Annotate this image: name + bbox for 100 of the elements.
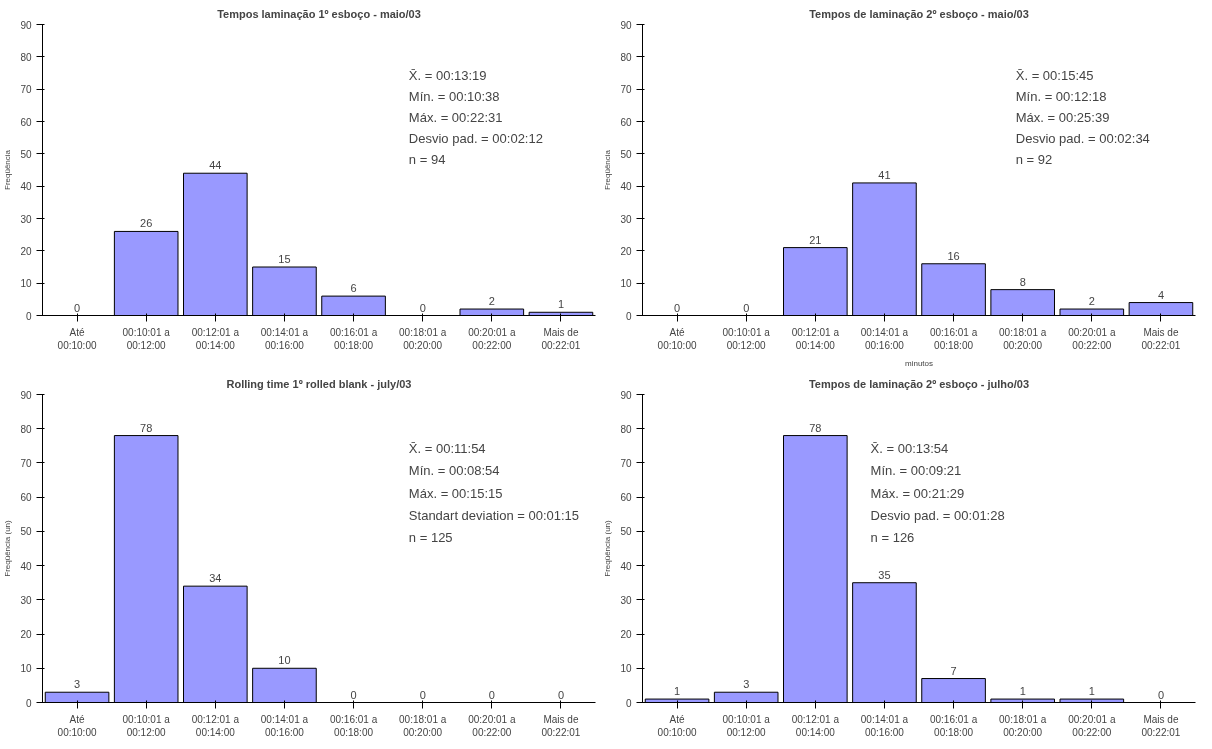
y-tick-label: 70 <box>20 457 32 469</box>
data-label: 0 <box>419 301 426 314</box>
x-tick-label: 00:18:01 a 00:20:00 <box>399 326 447 351</box>
data-label: 2 <box>1088 295 1095 308</box>
chart-title: Tempos de laminação 2º esboço - maio/03 <box>809 7 1029 20</box>
y-tick-label: 80 <box>620 51 632 63</box>
y-tick-label: 90 <box>20 389 32 401</box>
x-tick-label: Até 00:10:00 <box>657 713 697 738</box>
data-label: 0 <box>74 301 81 314</box>
annotation: X̄. = 00:13:54 <box>870 441 949 457</box>
x-tick-label: 00:16:01 a 00:18:00 <box>929 713 978 738</box>
data-label: 3 <box>74 678 81 691</box>
y-tick-label: 30 <box>20 213 32 225</box>
data-label: 1 <box>1019 685 1026 698</box>
x-tick-label: 00:16:01 a 00:18:00 <box>329 713 378 738</box>
data-label: 1 <box>557 298 564 311</box>
data-label: 0 <box>419 688 426 701</box>
x-tick-label: 00:20:01 a 00:22:00 <box>468 713 516 738</box>
annotation: X̄. = 00:15:45 <box>1015 67 1094 83</box>
y-tick-label: 0 <box>25 310 32 322</box>
annotation: X̄. = 00:11:54 <box>408 441 486 457</box>
x-tick-label: 00:14:01 a 00:16:00 <box>260 713 309 738</box>
annotation: Standart deviation = 00:01:15 <box>408 507 580 523</box>
annotation: n = 94 <box>408 151 446 167</box>
y-tick-label: 90 <box>620 389 632 401</box>
data-label: 0 <box>488 688 495 701</box>
x-tick-label: 00:10:01 a 00:12:00 <box>722 326 771 351</box>
y-axis-title: Freqüência (un) <box>603 519 613 577</box>
chart-title: Tempos de laminação 2º esboço - julho/03 <box>808 377 1030 390</box>
x-tick-label: Mais de 00:22:01 <box>541 326 581 351</box>
y-tick-label: 60 <box>620 492 632 504</box>
y-tick-label: 60 <box>20 116 32 128</box>
annotation: Desvio pad. = 00:02:12 <box>408 130 543 146</box>
y-tick-label: 20 <box>620 245 632 257</box>
y-tick-label: 60 <box>620 116 632 128</box>
annotation: Máx. = 00:25:39 <box>1015 109 1110 125</box>
data-label: 41 <box>878 168 891 181</box>
x-tick-label: Mais de 00:22:01 <box>1141 713 1181 738</box>
annotation: Mín. = 00:12:18 <box>1015 88 1107 104</box>
y-tick-label: 20 <box>20 629 32 641</box>
y-tick-label: 80 <box>20 423 32 435</box>
y-tick-label: 70 <box>620 457 632 469</box>
data-label: 16 <box>947 249 960 262</box>
data-label: 44 <box>209 159 222 172</box>
data-label: 15 <box>278 253 291 265</box>
x-tick-label: Até 00:10:00 <box>657 326 697 351</box>
x-tick-label: 00:20:01 a 00:22:00 <box>468 326 516 351</box>
annotation: Desvio pad. = 00:02:34 <box>1015 130 1150 146</box>
x-tick-label: 00:14:01 a 00:16:00 <box>860 326 909 351</box>
x-tick-label: 00:16:01 a 00:18:00 <box>329 326 378 351</box>
x-axis-title: minutos <box>904 358 934 368</box>
annotation: n = 126 <box>870 530 915 546</box>
x-tick-label: Até 00:10:00 <box>57 713 97 738</box>
y-tick-label: 50 <box>620 148 632 160</box>
data-label: 26 <box>140 217 153 230</box>
y-tick-label: 20 <box>620 629 632 641</box>
annotation: Máx. = 00:15:15 <box>408 485 503 501</box>
y-tick-label: 70 <box>620 84 632 96</box>
y-tick-label: 50 <box>20 526 32 538</box>
x-tick-label: 00:16:01 a 00:18:00 <box>929 326 978 351</box>
x-tick-label: 00:20:01 a 00:22:00 <box>1068 713 1116 738</box>
data-label: 1 <box>1088 685 1095 698</box>
annotation: Máx. = 00:21:29 <box>870 485 965 501</box>
chart-title: Rolling time 1º rolled blank - july/03 <box>226 377 412 390</box>
data-label: 6 <box>350 282 357 295</box>
data-label: 78 <box>809 421 822 434</box>
y-tick-label: 30 <box>20 594 32 606</box>
y-axis-title: Freqüência <box>3 149 13 191</box>
x-tick-label: 00:18:01 a 00:20:00 <box>999 713 1047 738</box>
data-label: 78 <box>140 421 153 434</box>
y-tick-label: 0 <box>625 697 632 709</box>
annotation: n = 125 <box>408 530 453 546</box>
y-tick-label: 50 <box>620 526 632 538</box>
data-label: 0 <box>350 688 357 701</box>
data-label: 0 <box>674 301 681 314</box>
chart-title: Tempos laminação 1º esboço - maio/03 <box>217 7 421 20</box>
y-tick-label: 10 <box>20 663 32 675</box>
data-label: 10 <box>278 654 291 667</box>
y-tick-label: 50 <box>20 148 32 160</box>
x-tick-label: 00:14:01 a 00:16:00 <box>860 713 909 738</box>
y-tick-label: 10 <box>620 278 632 290</box>
y-tick-label: 90 <box>620 19 632 31</box>
x-tick-label: Mais de 00:22:01 <box>1141 326 1181 351</box>
y-tick-label: 0 <box>25 697 32 709</box>
y-tick-label: 90 <box>20 19 32 31</box>
data-label: 7 <box>950 664 957 677</box>
data-label: 1 <box>674 685 681 698</box>
annotation: X̄. = 00:13:19 <box>408 67 487 83</box>
x-tick-label: 00:10:01 a 00:12:00 <box>122 713 171 738</box>
annotation: n = 92 <box>1015 151 1053 167</box>
y-tick-label: 10 <box>20 278 32 290</box>
x-tick-label: 00:12:01 a 00:14:00 <box>191 326 240 351</box>
data-label: 4 <box>1157 288 1164 301</box>
annotation: Mín. = 00:08:54 <box>408 463 500 479</box>
y-tick-label: 30 <box>620 213 632 225</box>
data-label: 3 <box>743 678 750 691</box>
annotation: Desvio pad. = 00:01:28 <box>870 507 1005 523</box>
annotation: Mín. = 00:10:38 <box>408 88 500 104</box>
y-tick-label: 20 <box>20 245 32 257</box>
x-tick-label: 00:10:01 a 00:12:00 <box>722 713 771 738</box>
